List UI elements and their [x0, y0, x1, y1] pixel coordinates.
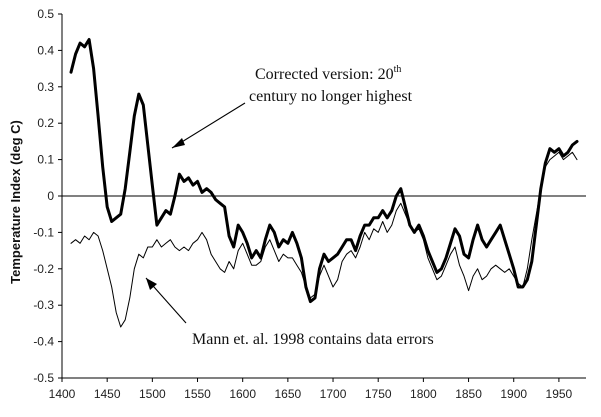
x-tick-label: 1650 — [275, 387, 302, 401]
upper-annotation-arrow — [171, 102, 246, 149]
y-tick-label: 0.1 — [37, 153, 54, 167]
mann-1998-series-line — [70, 151, 578, 328]
upper-annotation-line1: Corrected version: 20th — [255, 64, 401, 83]
y-tick-label: 0.2 — [37, 116, 54, 130]
y-tick-label: -0.5 — [33, 371, 54, 385]
x-tick-label: 1450 — [94, 387, 121, 401]
x-tick-label: 1850 — [455, 387, 482, 401]
corrected-series-line — [69, 38, 579, 304]
upper-annotation-line2: century no longer highest — [249, 88, 413, 105]
x-tick-label: 1550 — [184, 387, 211, 401]
y-tick-label: 0.3 — [37, 80, 54, 94]
x-tick-label: 1950 — [546, 387, 573, 401]
lower-arrowhead — [146, 278, 157, 290]
lower-annotation: Mann et. al. 1998 contains data errors — [192, 331, 434, 348]
y-tick-label: 0 — [47, 189, 54, 203]
x-tick-label: 1600 — [229, 387, 256, 401]
x-tick-label: 1800 — [410, 387, 437, 401]
y-axis-label: Temperature Index (deg C) — [8, 120, 23, 284]
y-ticks: 0.5 0.4 0.3 0.2 0.1 0 -0.1 -0.2 -0.3 -0.4 -0.5 — [33, 7, 62, 385]
x-tick-label: 1500 — [139, 387, 166, 401]
y-tick-label: -0.3 — [33, 298, 54, 312]
x-tick-label: 1400 — [49, 387, 76, 401]
x-tick-label: 1900 — [500, 387, 527, 401]
y-tick-label: -0.4 — [33, 335, 54, 349]
y-tick-label: 0.4 — [37, 43, 54, 57]
x-ticks: 1400 1450 1500 1550 1600 1650 1700 1750 1800 1850… — [49, 378, 573, 401]
y-tick-label: 0.5 — [37, 7, 54, 21]
x-tick-label: 1700 — [320, 387, 347, 401]
y-tick-label: -0.2 — [33, 262, 54, 276]
upper-arrowhead — [172, 138, 185, 148]
x-tick-label: 1750 — [365, 387, 392, 401]
y-tick-label: -0.1 — [33, 225, 54, 239]
series-layer — [69, 38, 579, 328]
